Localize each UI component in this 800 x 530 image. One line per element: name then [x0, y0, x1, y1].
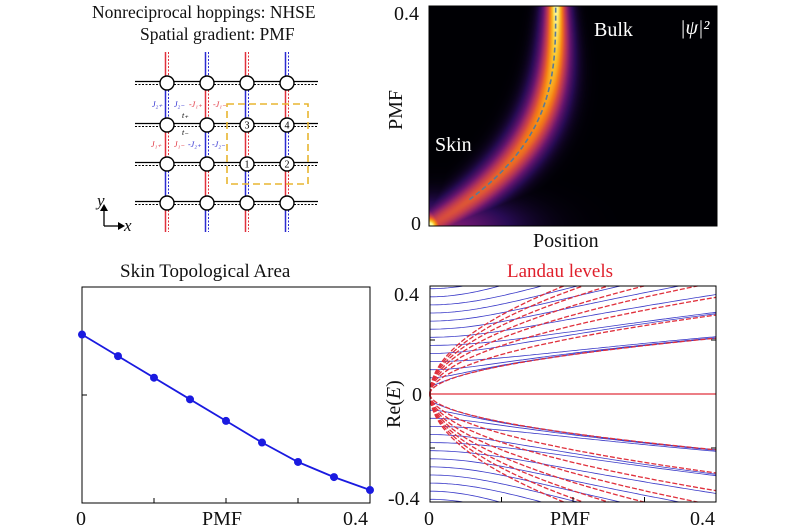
spectrum-line	[430, 285, 464, 290]
heatmap-xlabel: Position	[533, 230, 599, 252]
landau-level-line	[429, 314, 717, 394]
lattice-site	[279, 75, 295, 91]
annotation-skin: Skin	[435, 134, 472, 156]
skin-area-point	[222, 416, 230, 425]
landau-xtick-0: 0	[424, 508, 434, 530]
lattice-site	[199, 117, 215, 133]
landau-ytick-top: 0.4	[394, 284, 419, 306]
landau-level-line	[429, 337, 717, 394]
hopping-label: J₂₊	[152, 100, 163, 109]
spectrum-line	[430, 490, 500, 503]
hopping-label: -J₂₊	[188, 140, 202, 149]
diagram-title-line2: Spatial gradient: PMF	[140, 24, 295, 44]
heatmap-canvas	[429, 6, 717, 226]
site-label: 3	[245, 121, 250, 132]
landau-plot-area	[429, 285, 717, 503]
hopping-label: t₋	[182, 128, 189, 137]
skin-area-point	[330, 473, 338, 482]
skin-area-xtick-end: 0.4	[343, 508, 368, 530]
landau-level-line	[429, 394, 717, 451]
lattice-site	[199, 195, 215, 211]
spectrum-line	[430, 285, 543, 306]
landau-xtick-end: 0.4	[690, 508, 715, 530]
skin-area-point	[78, 330, 86, 339]
hopping-label: -J₂₋	[212, 140, 226, 149]
skin-area-xlabel: PMF	[202, 508, 243, 530]
lattice-site	[199, 75, 215, 91]
spectrum-line	[430, 313, 717, 354]
lattice-site	[239, 156, 255, 172]
hopping-label: -J₁₊	[189, 100, 203, 109]
skin-area-point	[114, 352, 122, 361]
annotation-bulk: Bulk	[594, 19, 633, 41]
skin-area-title: Skin Topological Area	[120, 261, 291, 282]
site-label: 2	[285, 160, 290, 171]
skin-area-point	[258, 438, 266, 447]
skin-area-point	[186, 395, 194, 404]
skin-area-point	[366, 486, 374, 495]
landau-ytick-zero: 0	[412, 384, 422, 406]
axis-x-label: x	[124, 216, 132, 235]
spectrum-line	[430, 498, 464, 503]
landau-level-line	[429, 285, 645, 394]
heatmap-frame	[428, 5, 718, 227]
energy-symbol: E	[383, 386, 405, 400]
x-arrow-head	[118, 222, 125, 230]
landau-ylabel-text: Re(E)	[383, 380, 405, 428]
landau-level-line	[429, 394, 564, 503]
lattice-site	[159, 156, 175, 172]
lattice-site	[239, 195, 255, 211]
spectrum-line	[430, 336, 717, 362]
site-label: 1	[245, 160, 250, 171]
lattice-site	[159, 117, 175, 133]
skin-area-xtick-0: 0	[76, 508, 86, 530]
landau-level-line	[429, 285, 564, 394]
skin-area-point	[294, 457, 302, 466]
landau-level-line	[429, 296, 717, 394]
unit-cell-box	[226, 103, 309, 185]
hopping-label: J₂₋	[174, 100, 185, 109]
spectrum-line	[430, 474, 578, 503]
lattice-site	[279, 117, 295, 133]
landau-title: Landau levels	[507, 261, 614, 282]
landau-ytick-bottom: -0.4	[388, 488, 420, 510]
skin-area-point	[150, 373, 158, 382]
hopping-label: t₊	[182, 111, 189, 120]
peak-trajectory-dashed	[468, 6, 557, 201]
spectrum-line	[430, 426, 717, 452]
spectrum-line	[430, 458, 680, 503]
heatmap-ytick-top: 0.4	[394, 3, 419, 25]
y-arrow-head	[100, 204, 108, 211]
landau-level-line	[429, 394, 645, 503]
colorbar-label: |ψ|²	[680, 17, 710, 39]
spectrum-line	[430, 482, 543, 503]
lattice-site	[239, 117, 255, 133]
spectrum-line	[430, 285, 578, 314]
hopping-label: -J₁₋	[213, 100, 227, 109]
hopping-label: J₁₋	[174, 140, 185, 149]
heatmap-ytick-bottom: 0	[411, 213, 421, 235]
site-label: 4	[285, 121, 290, 132]
spectrum-line	[430, 434, 717, 475]
lattice-site	[279, 195, 295, 211]
lattice-site	[279, 156, 295, 172]
lattice-site	[159, 195, 175, 211]
heatmap-overlay	[428, 5, 718, 227]
diagram-title-line1: Nonreciprocal hoppings: NHSE	[92, 2, 316, 22]
lattice-site	[199, 156, 215, 172]
lattice-site	[239, 75, 255, 91]
lattice-site	[159, 75, 175, 91]
landau-xlabel: PMF	[550, 508, 591, 530]
landau-level-line	[429, 394, 717, 474]
landau-level-line	[429, 394, 717, 492]
spectrum-line	[430, 285, 680, 330]
axis-y-label: y	[97, 191, 105, 210]
hopping-label: J₁₊	[151, 140, 162, 149]
landau-ylabel: Re(E)	[383, 380, 405, 428]
spectrum-line	[430, 285, 500, 298]
